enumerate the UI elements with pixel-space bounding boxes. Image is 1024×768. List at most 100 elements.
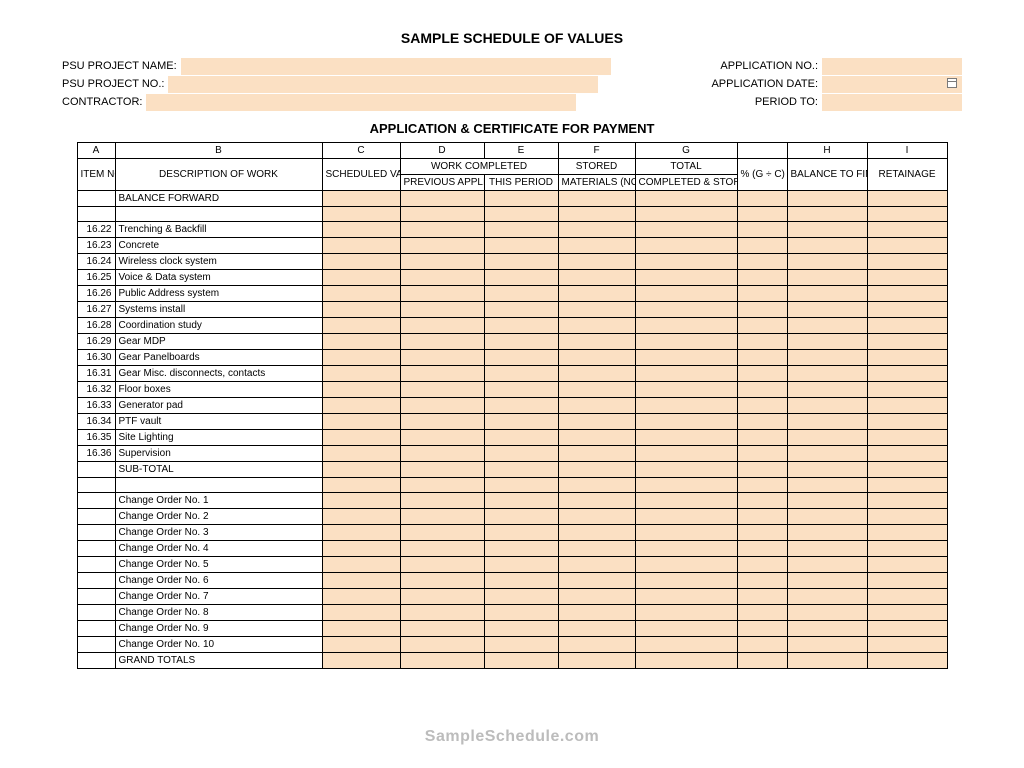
cell-value[interactable]	[400, 286, 484, 302]
cell-value[interactable]	[867, 637, 947, 653]
cell-value[interactable]	[787, 398, 867, 414]
cell-value[interactable]	[322, 238, 400, 254]
cell-value[interactable]	[787, 238, 867, 254]
cell-value[interactable]	[558, 462, 635, 478]
cell-value[interactable]	[322, 366, 400, 382]
cell-value[interactable]	[322, 605, 400, 621]
cell-value[interactable]	[558, 222, 635, 238]
cell-value[interactable]	[737, 334, 787, 350]
cell-value[interactable]	[737, 573, 787, 589]
cell-value[interactable]	[400, 254, 484, 270]
cell-value[interactable]	[867, 302, 947, 318]
cell-value[interactable]	[737, 222, 787, 238]
cell-value[interactable]	[867, 462, 947, 478]
cell-value[interactable]	[558, 541, 635, 557]
cell-value[interactable]	[558, 653, 635, 669]
cell-value[interactable]	[322, 621, 400, 637]
cell-value[interactable]	[635, 366, 737, 382]
cell-value[interactable]	[484, 302, 558, 318]
cell-value[interactable]	[787, 541, 867, 557]
cell-value[interactable]	[400, 573, 484, 589]
cell-value[interactable]	[558, 525, 635, 541]
cell-value[interactable]	[558, 557, 635, 573]
cell-value[interactable]	[787, 254, 867, 270]
cell-value[interactable]	[484, 573, 558, 589]
cell-value[interactable]	[635, 207, 737, 222]
cell-value[interactable]	[322, 382, 400, 398]
cell-value[interactable]	[322, 414, 400, 430]
meta-input-project-no[interactable]	[168, 76, 598, 93]
cell-value[interactable]	[484, 191, 558, 207]
cell-value[interactable]	[322, 653, 400, 669]
cell-value[interactable]	[867, 286, 947, 302]
cell-value[interactable]	[484, 589, 558, 605]
cell-value[interactable]	[635, 493, 737, 509]
cell-value[interactable]	[322, 286, 400, 302]
cell-value[interactable]	[867, 589, 947, 605]
cell-value[interactable]	[737, 191, 787, 207]
cell-value[interactable]	[400, 478, 484, 493]
cell-value[interactable]	[400, 605, 484, 621]
cell-value[interactable]	[867, 334, 947, 350]
cell-value[interactable]	[400, 222, 484, 238]
cell-value[interactable]	[737, 478, 787, 493]
cell-value[interactable]	[737, 414, 787, 430]
cell-value[interactable]	[635, 525, 737, 541]
cell-value[interactable]	[867, 207, 947, 222]
cell-value[interactable]	[635, 222, 737, 238]
cell-value[interactable]	[635, 238, 737, 254]
cell-value[interactable]	[484, 493, 558, 509]
cell-value[interactable]	[787, 509, 867, 525]
cell-value[interactable]	[867, 270, 947, 286]
cell-value[interactable]	[635, 557, 737, 573]
cell-value[interactable]	[787, 493, 867, 509]
meta-input-contractor[interactable]	[146, 94, 576, 111]
cell-value[interactable]	[322, 398, 400, 414]
calendar-icon[interactable]	[947, 78, 957, 88]
cell-value[interactable]	[484, 414, 558, 430]
cell-value[interactable]	[558, 318, 635, 334]
cell-value[interactable]	[400, 414, 484, 430]
cell-value[interactable]	[558, 366, 635, 382]
cell-value[interactable]	[322, 462, 400, 478]
cell-value[interactable]	[322, 493, 400, 509]
cell-value[interactable]	[737, 366, 787, 382]
cell-value[interactable]	[484, 430, 558, 446]
cell-value[interactable]	[635, 286, 737, 302]
cell-value[interactable]	[787, 589, 867, 605]
cell-value[interactable]	[867, 525, 947, 541]
cell-value[interactable]	[322, 350, 400, 366]
cell-value[interactable]	[400, 207, 484, 222]
cell-value[interactable]	[787, 605, 867, 621]
cell-value[interactable]	[867, 509, 947, 525]
cell-value[interactable]	[400, 525, 484, 541]
cell-value[interactable]	[787, 621, 867, 637]
cell-value[interactable]	[400, 430, 484, 446]
cell-value[interactable]	[400, 493, 484, 509]
cell-value[interactable]	[400, 366, 484, 382]
cell-value[interactable]	[635, 350, 737, 366]
cell-value[interactable]	[787, 430, 867, 446]
cell-value[interactable]	[737, 462, 787, 478]
cell-value[interactable]	[737, 557, 787, 573]
cell-value[interactable]	[484, 382, 558, 398]
cell-value[interactable]	[787, 350, 867, 366]
cell-value[interactable]	[787, 222, 867, 238]
cell-value[interactable]	[558, 605, 635, 621]
cell-value[interactable]	[635, 302, 737, 318]
cell-value[interactable]	[737, 398, 787, 414]
cell-value[interactable]	[322, 573, 400, 589]
cell-value[interactable]	[484, 541, 558, 557]
cell-value[interactable]	[737, 446, 787, 462]
cell-value[interactable]	[867, 541, 947, 557]
cell-value[interactable]	[484, 318, 558, 334]
cell-value[interactable]	[737, 493, 787, 509]
cell-value[interactable]	[867, 653, 947, 669]
cell-value[interactable]	[400, 350, 484, 366]
cell-value[interactable]	[322, 207, 400, 222]
cell-value[interactable]	[867, 446, 947, 462]
cell-value[interactable]	[787, 207, 867, 222]
cell-value[interactable]	[737, 238, 787, 254]
cell-value[interactable]	[322, 302, 400, 318]
cell-value[interactable]	[558, 478, 635, 493]
